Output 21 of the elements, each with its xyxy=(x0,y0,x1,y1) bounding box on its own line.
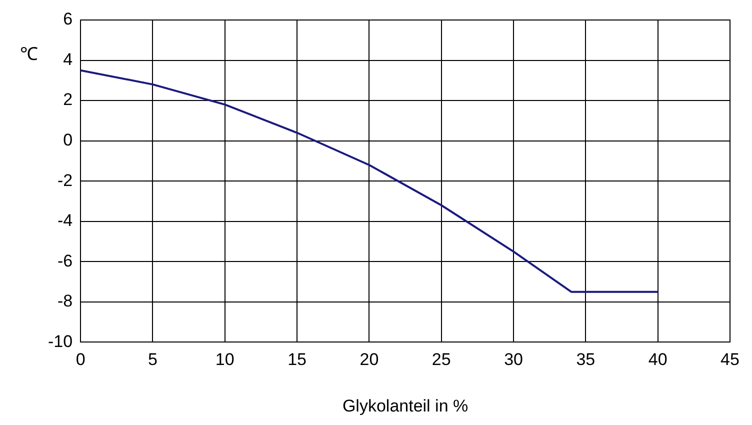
x-tick-label: 45 xyxy=(720,350,740,370)
y-tick-label: 6 xyxy=(63,10,73,29)
x-tick-label: 15 xyxy=(288,350,307,370)
y-axis-title: ℃ xyxy=(20,44,38,64)
x-tick-label: 35 xyxy=(576,350,596,370)
x-tick-label: 0 xyxy=(76,350,86,370)
x-tick-label: 30 xyxy=(504,350,523,370)
y-tick-label: 2 xyxy=(63,90,73,110)
y-tick-label: -8 xyxy=(57,292,73,311)
x-axis-title: Glykolanteil in % xyxy=(342,396,468,416)
x-tick-label: 20 xyxy=(360,350,379,370)
y-tick-label: -6 xyxy=(57,251,73,270)
y-tick-label: 0 xyxy=(63,130,73,150)
x-tick-label: 25 xyxy=(432,350,451,370)
x-tick-label: 40 xyxy=(648,350,668,370)
x-tick-label: 5 xyxy=(148,350,158,370)
y-tick-label: -2 xyxy=(57,170,73,190)
x-tick-label: 10 xyxy=(215,350,234,370)
y-tick-label: 4 xyxy=(63,50,73,69)
y-tick-label: -4 xyxy=(57,211,73,230)
y-tick-label: -10 xyxy=(48,332,73,351)
